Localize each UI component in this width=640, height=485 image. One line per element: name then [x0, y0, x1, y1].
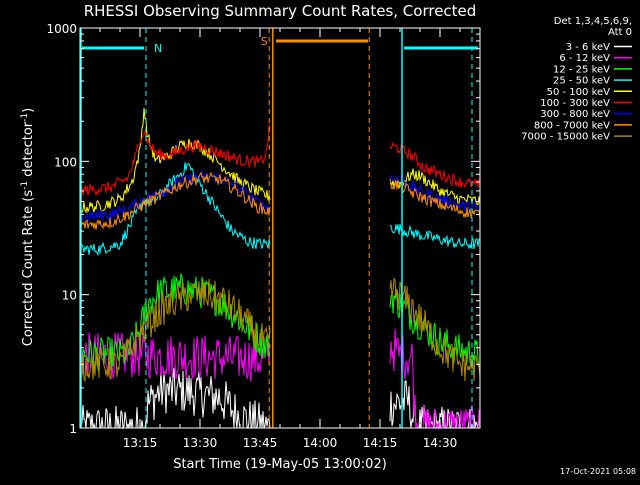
series-line-3-6keV: [389, 380, 481, 429]
series-line-50-100keV: [389, 168, 481, 206]
y-axis-label: Corrected Count Rate (s-1 detector-1): [20, 108, 36, 346]
plot-frame: [79, 27, 481, 429]
x-tick-label: 14:30: [423, 436, 458, 450]
saa-annotation: S: [261, 35, 268, 48]
series-line-25-50keV: [389, 223, 481, 250]
y-tick-label: 100: [54, 155, 77, 169]
legend-label: 800 - 7000 keV: [534, 120, 610, 131]
series-line-50-100keV: [79, 108, 271, 214]
series-line-12-25keV: [79, 273, 271, 371]
footer-timestamp: 17-Oct-2021 05:08: [560, 467, 636, 476]
legend-label: 3 - 6 keV: [566, 42, 610, 53]
series-line-7000-15000keV: [389, 277, 481, 382]
series-line-100-300keV: [389, 141, 481, 189]
night-annotation: N: [154, 42, 162, 55]
x-tick-label: 13:30: [183, 436, 218, 450]
legend-label: 100 - 300 keV: [540, 98, 610, 109]
series-line-6-12keV: [389, 328, 481, 430]
series-line-800-7000keV: [79, 171, 271, 230]
x-tick-label: 13:45: [243, 436, 278, 450]
series-line-800-7000keV: [389, 178, 481, 220]
legend-header: Att 0: [608, 27, 632, 38]
series-line-100-300keV: [79, 124, 271, 197]
series-line-25-50keV: [79, 162, 271, 257]
y-tick-label: 1: [69, 422, 77, 436]
legend-label: 300 - 800 keV: [540, 109, 610, 120]
y-label-main: Corrected Count Rate (s: [21, 190, 36, 347]
x-tick-label: 14:00: [303, 436, 338, 450]
x-tick-label: 14:15: [363, 436, 398, 450]
series-line-300-800keV: [79, 170, 271, 224]
legend-header: Det 1,3,4,5,6,9,: [554, 16, 632, 27]
legend-label: 6 - 12 keV: [559, 53, 610, 64]
series-line-7000-15000keV: [79, 278, 271, 383]
legend-label: 25 - 50 keV: [553, 76, 610, 87]
legend-label: 12 - 25 keV: [553, 64, 610, 75]
legend-label: 50 - 100 keV: [547, 87, 611, 98]
y-label-sup: -1: [20, 181, 30, 190]
series-line-12-25keV: [389, 288, 481, 369]
series-layer: [79, 108, 481, 430]
y-label-end: ): [21, 108, 36, 113]
legend-label: 7000 - 15000 keV: [521, 132, 610, 143]
x-axis-label: Start Time (19-May-05 13:00:02): [173, 457, 387, 472]
y-tick-label: 1000: [46, 22, 77, 36]
x-tick-label: 13:15: [123, 436, 158, 450]
y-label-mid: detector: [21, 121, 36, 181]
y-tick-label: 10: [62, 289, 77, 303]
y-label-sup2: -1: [20, 113, 30, 122]
chart-title: RHESSI Observing Summary Count Rates, Co…: [84, 2, 477, 20]
